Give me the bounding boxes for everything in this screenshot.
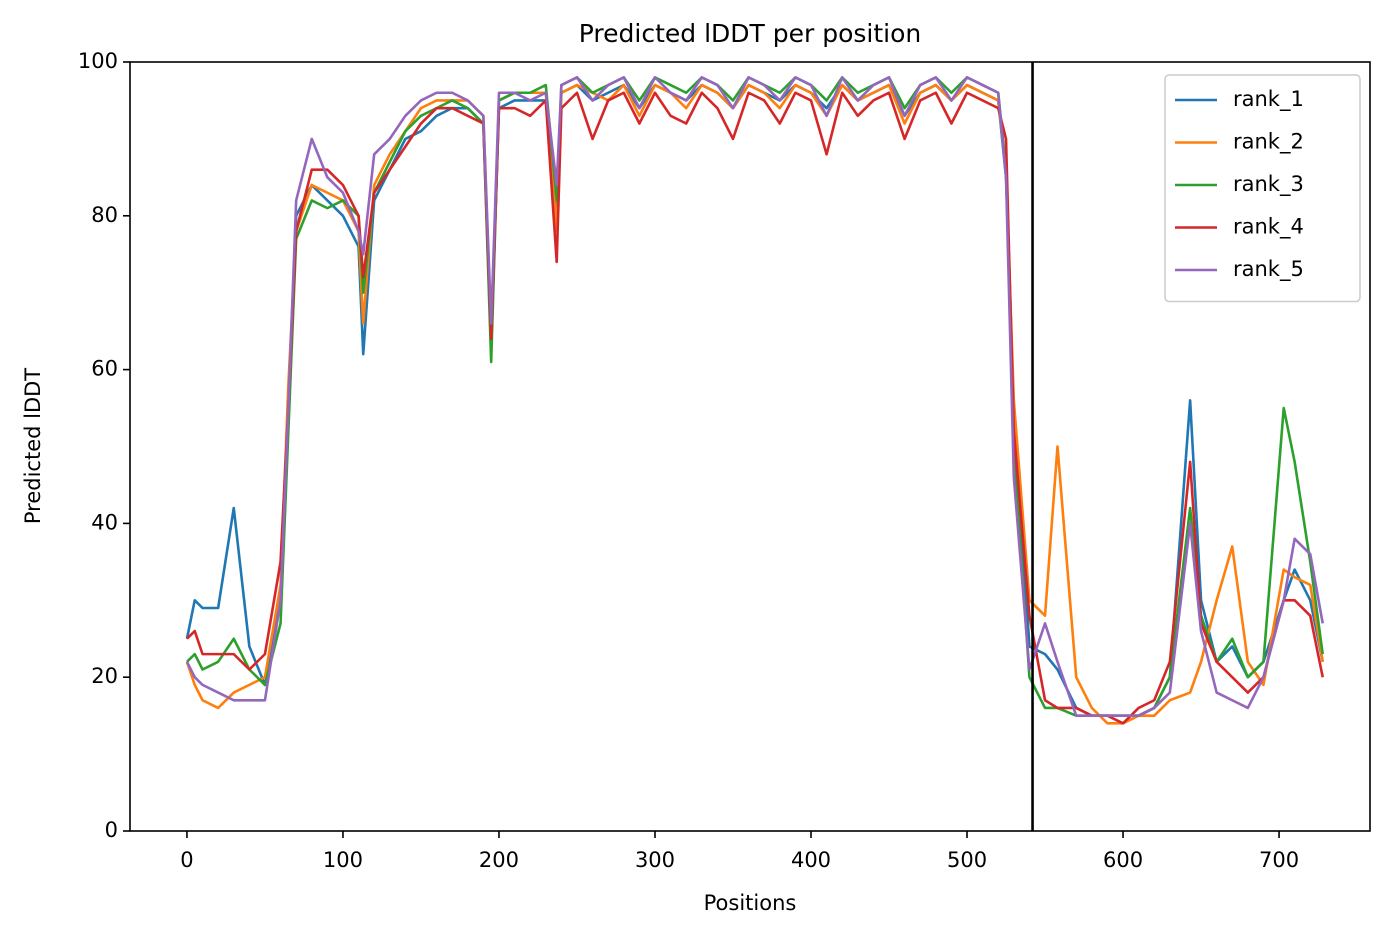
- x-tick-label: 500: [947, 848, 987, 872]
- x-tick-label: 100: [323, 848, 363, 872]
- legend-label: rank_1: [1233, 87, 1304, 112]
- series-line: [185, 83, 1325, 725]
- x-axis-label: Positions: [704, 891, 797, 915]
- series-line: [186, 76, 1325, 717]
- legend-label: rank_5: [1233, 257, 1304, 282]
- x-tick-label: 200: [479, 848, 519, 872]
- y-tick-label: 60: [91, 357, 118, 381]
- y-tick-label: 80: [91, 203, 118, 227]
- x-tick-label: 700: [1259, 848, 1299, 872]
- y-axis-label: Predicted lDDT: [21, 368, 45, 524]
- series-line: [186, 91, 1325, 725]
- x-tick-label: 300: [635, 848, 675, 872]
- legend-box: [1164, 74, 1361, 303]
- series-line: [185, 83, 1325, 717]
- y-tick-label: 0: [105, 818, 118, 842]
- legend-label: rank_2: [1233, 130, 1304, 155]
- legend-label: rank_4: [1233, 215, 1304, 240]
- y-tick-label: 40: [91, 510, 118, 534]
- series-line: [185, 76, 1325, 717]
- x-tick-label: 0: [180, 848, 193, 872]
- x-tick-label: 400: [791, 848, 831, 872]
- x-tick-label: 600: [1103, 848, 1143, 872]
- legend: rank_1 rank_2 rank_3 rank_4 rank_5: [1164, 74, 1361, 303]
- y-tick-label: 100: [78, 49, 118, 73]
- chart-title: Predicted lDDT per position: [579, 19, 921, 48]
- legend-label: rank_3: [1233, 172, 1304, 197]
- plot-frame: [129, 61, 1371, 832]
- y-tick-label: 20: [91, 664, 118, 688]
